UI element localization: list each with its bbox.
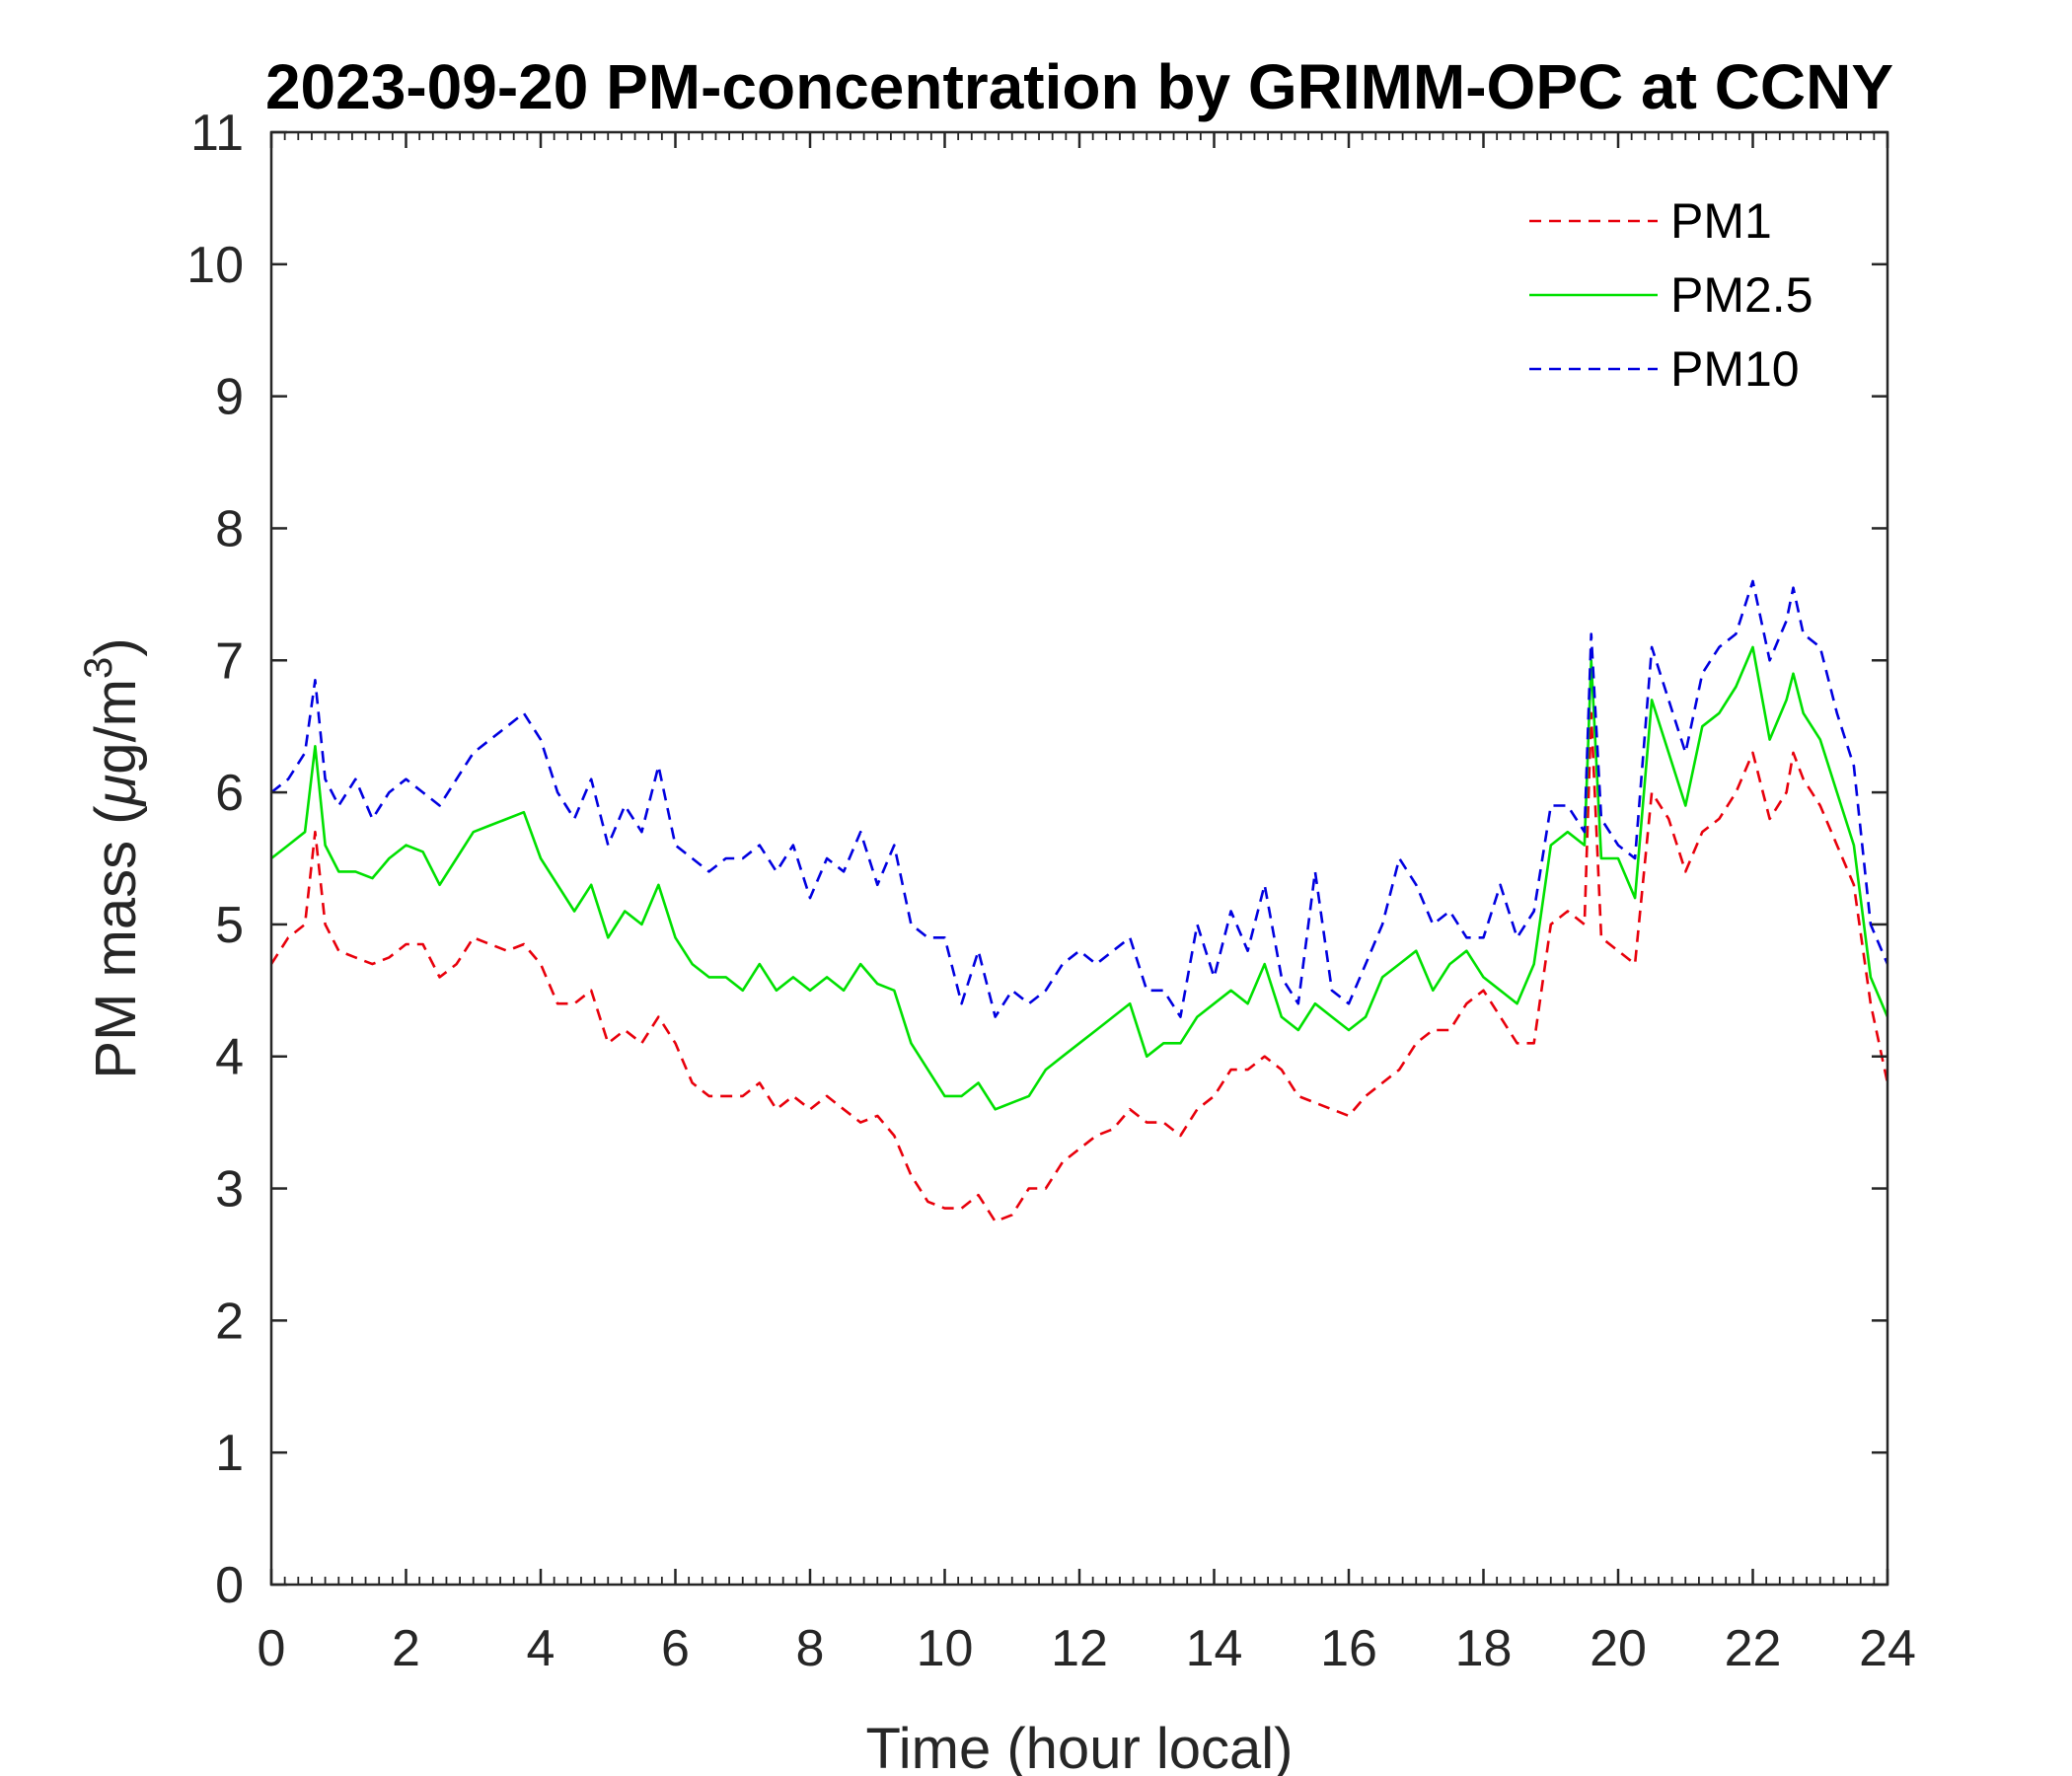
y-tick-label: 11: [190, 105, 244, 162]
x-tick-label: 22: [1725, 1620, 1782, 1677]
legend-label-pm2-5: PM2.5: [1670, 267, 1813, 323]
y-tick-label: 6: [215, 765, 244, 822]
chart-title: 2023-09-20 PM-concentration by GRIMM-OPC…: [265, 51, 1893, 122]
y-tick-label: 2: [215, 1293, 244, 1350]
x-tick-label: 18: [1455, 1620, 1513, 1677]
y-tick-label: 1: [215, 1425, 244, 1482]
x-tick-label: 12: [1051, 1620, 1108, 1677]
y-axis-label-mu: μ: [84, 775, 148, 808]
y-tick-label: 9: [215, 369, 244, 426]
series-layer: [269, 579, 1889, 1223]
x-tick-label: 14: [1186, 1620, 1243, 1677]
legend-label-pm1: PM1: [1670, 193, 1772, 249]
y-tick-label: 10: [186, 237, 244, 294]
x-tick-label: 0: [258, 1620, 286, 1677]
y-tick-label: 5: [215, 897, 244, 954]
legend: PM1 PM2.5 PM10: [1529, 193, 1813, 397]
y-tick-label: 0: [215, 1557, 244, 1614]
y-tick-label: 8: [215, 500, 244, 557]
series-line-pm10: [270, 579, 1889, 1018]
series-line-pm2-5: [270, 645, 1889, 1111]
x-tick-label: 10: [917, 1620, 974, 1677]
y-axis-label-unit: g/m: [84, 679, 148, 775]
y-axis-label-sup: 3: [77, 657, 120, 679]
y-axis-label-close: ): [84, 637, 148, 656]
y-axis-label-main: PM mass (: [84, 805, 148, 1078]
y-tick-label: 4: [215, 1029, 244, 1086]
x-axis-label: Time (hour local): [866, 1717, 1294, 1776]
x-tick-label: 16: [1320, 1620, 1377, 1677]
x-tick-label: 6: [661, 1620, 690, 1677]
x-tick-label: 20: [1590, 1620, 1647, 1677]
x-tick-label: 8: [796, 1620, 825, 1677]
y-tick-label: 3: [215, 1161, 244, 1219]
y-axis-label: PM mass (μg/m3): [77, 637, 148, 1078]
y-tick-label: 7: [215, 632, 244, 690]
x-tick-label: 2: [392, 1620, 420, 1677]
legend-label-pm10: PM10: [1670, 341, 1800, 397]
x-tick-label: 24: [1859, 1620, 1916, 1677]
x-tick-label: 4: [527, 1620, 555, 1677]
series-line-pm1: [269, 711, 1889, 1223]
